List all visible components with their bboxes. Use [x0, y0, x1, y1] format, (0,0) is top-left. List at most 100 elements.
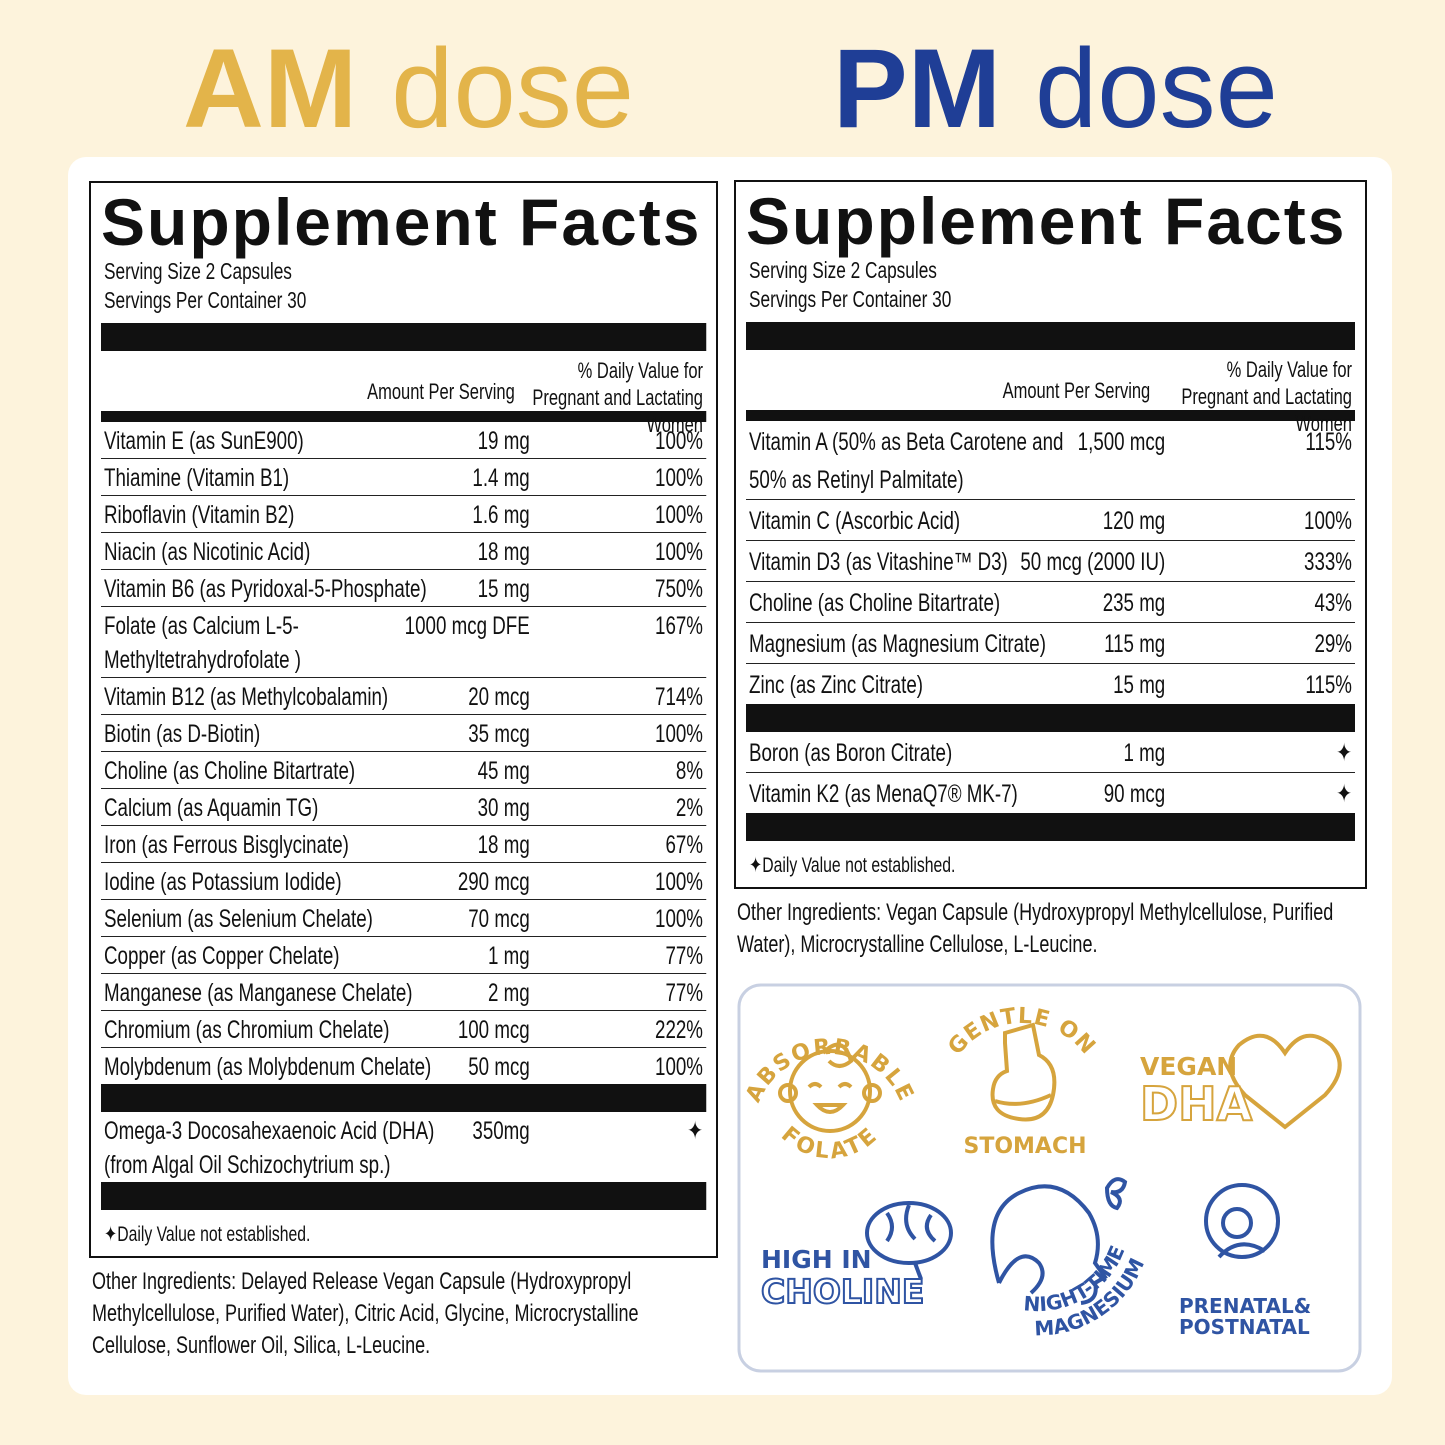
nutrient-row: Vitamin B12 (as Methylcobalamin) 20 mcg 71… — [101, 678, 706, 715]
footnote: ✦Daily Value not established. — [104, 1223, 311, 1246]
nutrient-daily-value: ✦ — [687, 1117, 703, 1145]
nutrient-amount: 1 mg — [1123, 739, 1166, 767]
nutrient-name: Vitamin E (as SunE900) — [104, 427, 304, 455]
nutrient-daily-value: 167% — [655, 612, 703, 640]
badge-top: HIGH IN — [761, 1245, 872, 1274]
badge-bottom: CHOLINE — [761, 1272, 924, 1311]
badge-bottom: STOMACH — [963, 1134, 1086, 1159]
nutrient-group: Vitamin A (50% as Beta Carotene and 50% … — [746, 421, 1355, 704]
facts-heading: Supplement Facts — [101, 185, 702, 259]
stomach-icon — [990, 1022, 1057, 1122]
nutrient-row: Magnesium (as Magnesium Citrate) 115 mg 29… — [746, 623, 1355, 664]
nutrient-name: Folate (as Calcium L-5-Methyltetrahydrof… — [104, 612, 301, 674]
nutrient-amount: 235 mg — [1102, 589, 1166, 617]
nutrient-row: Molybdenum (as Molybdenum Chelate) 50 mcg… — [101, 1048, 706, 1084]
nutrient-daily-value: 100% — [655, 905, 703, 933]
thick-bar — [746, 322, 1355, 350]
dv-header: % Daily Value for Pregnant and Lactating… — [1181, 357, 1352, 436]
nutrient-row: Calcium (as Aquamin TG) 30 mg 2% — [101, 789, 706, 826]
nutrient-name: Zinc (as Zinc Citrate) — [749, 671, 923, 699]
nutrient-amount: 50 mcg (2000 IU) — [1020, 548, 1166, 576]
nutrient-row: Thiamine (Vitamin B1) 1.4 mg 100% — [101, 459, 706, 496]
nutrient-name: Omega-3 Docosahexaenoic Acid (DHA) (from… — [104, 1117, 435, 1179]
nutrient-group: Boron (as Boron Citrate) 1 mg ✦ Vitamin K2 … — [746, 732, 1355, 813]
nutrient-row: Vitamin D3 (as Vitashine™ D3) 50 mcg (200… — [746, 541, 1355, 582]
nutrient-row: Iodine (as Potassium Iodide) 290 mcg 100% — [101, 863, 706, 900]
nutrient-name: Calcium (as Aquamin TG) — [104, 794, 319, 822]
nutrient-daily-value: 222% — [655, 1016, 703, 1044]
thick-bar — [101, 1182, 706, 1210]
nutrient-daily-value: 100% — [1304, 507, 1352, 535]
nutrient-name: Choline (as Choline Bitartrate) — [749, 589, 1001, 617]
thick-bar — [101, 323, 706, 351]
am-dose: dose — [391, 26, 635, 151]
nutrient-row: Copper (as Copper Chelate) 1 mg 77% — [101, 937, 706, 974]
nutrient-daily-value: 2% — [675, 794, 703, 822]
nutrient-daily-value: 43% — [1314, 589, 1352, 617]
nutrient-row: Zinc (as Zinc Citrate) 15 mg 115% — [746, 664, 1355, 704]
nutrient-amount: 20 mcg — [468, 683, 530, 711]
column-header: Amount Per Serving % Daily Value for Preg… — [101, 351, 706, 437]
nutrient-amount: 1.4 mg — [472, 464, 530, 492]
nutrient-amount: 100 mcg — [457, 1016, 530, 1044]
nutrient-daily-value: 100% — [655, 868, 703, 896]
nutrient-row: Vitamin A (50% as Beta Carotene and 50% … — [746, 421, 1355, 500]
nutrient-row: Vitamin E (as SunE900) 19 mg 100% — [101, 422, 706, 459]
nutrient-row: Folate (as Calcium L-5-Methyltetrahydrof… — [101, 607, 706, 678]
nutrient-name: Chromium (as Chromium Chelate) — [104, 1016, 390, 1044]
brain-icon — [865, 1201, 953, 1280]
nutrient-daily-value: 100% — [655, 427, 703, 455]
pm-column: Supplement Facts Serving Size 2 Capsules S… — [734, 180, 1367, 961]
nutrient-name: Riboflavin (Vitamin B2) — [104, 501, 295, 529]
nutrient-amount: 35 mcg — [468, 720, 530, 748]
nutrient-amount: 1 mg — [488, 942, 530, 970]
nutrient-amount: 120 mg — [1102, 507, 1166, 535]
nutrient-amount: 1000 mcg DFE — [404, 612, 530, 640]
nutrient-name: Vitamin D3 (as Vitashine™ D3) — [749, 548, 1008, 576]
thick-bar — [746, 813, 1355, 841]
nutrient-row: Vitamin B6 (as Pyridoxal-5-Phosphate) 15 … — [101, 570, 706, 607]
nutrient-group: Vitamin E (as SunE900) 19 mg 100% Thiamine … — [101, 422, 706, 1084]
badge-top: VEGAN — [1140, 1052, 1237, 1081]
amount-header: Amount Per Serving — [367, 379, 515, 404]
nutrient-row: Boron (as Boron Citrate) 1 mg ✦ — [746, 732, 1355, 773]
facts-body: Serving Size 2 Capsules Servings Per Cont… — [746, 256, 1355, 883]
footnote: ✦Daily Value not established. — [749, 854, 956, 877]
nutrient-row: Vitamin K2 (as MenaQ7® MK-7) 90 mcg ✦ — [746, 773, 1355, 813]
nutrient-amount: 2 mg — [488, 979, 530, 1007]
nutrient-amount: 19 mg — [477, 427, 530, 455]
amount-header: Amount Per Serving — [1002, 378, 1151, 403]
facts-panel: Supplement Facts Serving Size 2 Capsules S… — [89, 181, 718, 1258]
nutrient-daily-value: 8% — [675, 757, 703, 785]
column-header: Amount Per Serving % Daily Value for Preg… — [746, 350, 1355, 436]
nutrient-amount: 1.6 mg — [472, 501, 530, 529]
badge-border — [737, 983, 1362, 1373]
nutrient-daily-value: 100% — [655, 720, 703, 748]
other-ingredients-wrap: Other Ingredients: Delayed Release Vegan… — [89, 1266, 718, 1362]
nutrient-daily-value: ✦ — [1336, 780, 1352, 808]
badge-bottom: POSTNATAL — [1179, 1315, 1310, 1339]
thick-bar — [746, 704, 1355, 732]
nutrient-name: Vitamin C (Ascorbic Acid) — [749, 507, 961, 535]
badge-bottom: DHA — [1140, 1077, 1253, 1131]
nutrient-amount: 90 mcg — [1103, 780, 1166, 808]
nutrient-amount: 290 mcg — [457, 868, 530, 896]
nutrient-row: Riboflavin (Vitamin B2) 1.6 mg 100% — [101, 496, 706, 533]
nutrient-row: Vitamin C (Ascorbic Acid) 120 mg 100% — [746, 500, 1355, 541]
nutrient-daily-value: 115% — [1305, 671, 1352, 699]
nutrient-daily-value: 750% — [655, 575, 703, 603]
nutrient-amount: 15 mg — [1113, 671, 1166, 699]
nutrient-daily-value: 100% — [655, 1053, 703, 1081]
serving-size: Serving Size 2 Capsules — [104, 258, 292, 284]
thick-bar — [101, 1084, 706, 1112]
nutrient-daily-value: 100% — [655, 538, 703, 566]
nutrient-row: Selenium (as Selenium Chelate) 70 mcg 100% — [101, 900, 706, 937]
dv-header: % Daily Value for Pregnant and Lactating… — [532, 358, 703, 437]
nutrient-name: Manganese (as Manganese Chelate) — [104, 979, 413, 1007]
nutrient-daily-value: ✦ — [1336, 739, 1352, 767]
badge-panel: ABSORBABLE FOLATE GENTLE ON STOMACH VEGA… — [737, 983, 1362, 1373]
nutrient-daily-value: 100% — [655, 501, 703, 529]
pm-label: PM — [833, 26, 1001, 151]
nutrient-row: Choline (as Choline Bitartrate) 235 mg 43% — [746, 582, 1355, 623]
